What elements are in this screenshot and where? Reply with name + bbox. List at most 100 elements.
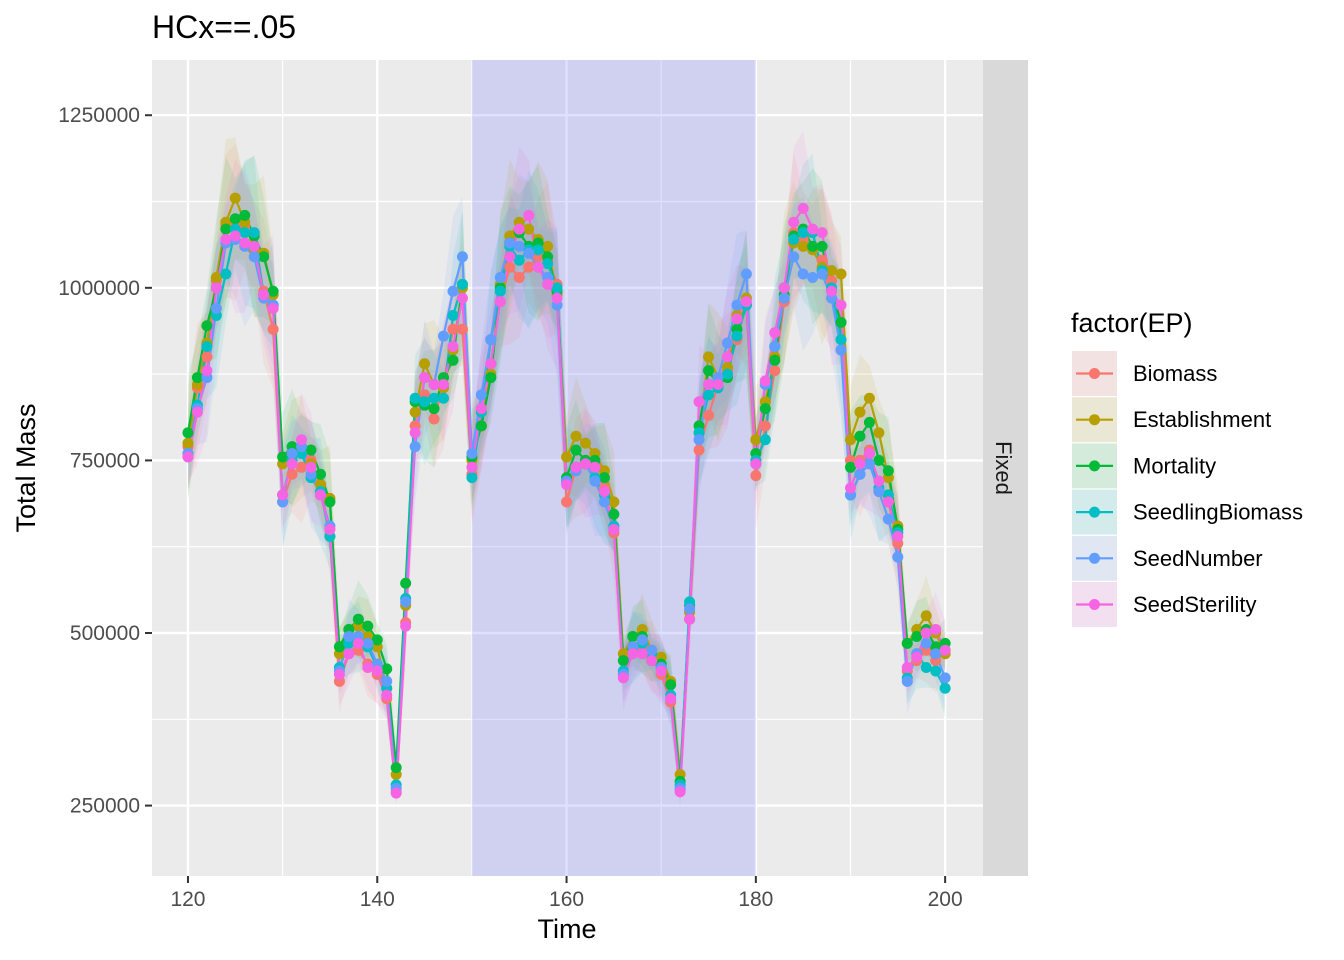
data-point-Mortality bbox=[371, 634, 383, 646]
data-point-SeedSterility bbox=[305, 461, 317, 473]
data-point-SeedNumber bbox=[684, 603, 696, 615]
data-point-SeedSterility bbox=[589, 461, 601, 473]
data-point-SeedNumber bbox=[854, 468, 866, 480]
data-point-SeedlingBiomass bbox=[721, 368, 733, 380]
chart-title: HCx==.05 bbox=[152, 9, 296, 45]
data-point-SeedNumber bbox=[475, 389, 487, 401]
data-point-SeedNumber bbox=[863, 458, 875, 470]
data-point-SeedSterility bbox=[466, 461, 478, 473]
data-point-Establishment bbox=[703, 351, 715, 363]
data-point-SeedSterility bbox=[258, 289, 270, 301]
data-point-SeedSterility bbox=[561, 479, 573, 491]
data-point-SeedSterility bbox=[684, 613, 696, 625]
data-point-SeedSterility bbox=[523, 209, 535, 221]
data-point-Establishment bbox=[579, 437, 591, 449]
data-point-Biomass bbox=[267, 323, 279, 335]
data-point-Mortality bbox=[854, 430, 866, 442]
data-point-Establishment bbox=[182, 437, 194, 449]
legend-label: Establishment bbox=[1133, 407, 1271, 432]
legend-key-point bbox=[1089, 368, 1100, 379]
data-point-Biomass bbox=[759, 420, 771, 432]
legend-keys: Biomass Establishment Mortality SeedlingBio… bbox=[1072, 351, 1303, 627]
data-point-SeedNumber bbox=[438, 330, 450, 342]
data-point-Biomass bbox=[296, 461, 308, 473]
data-point-SeedNumber bbox=[816, 268, 828, 280]
data-point-SeedSterility bbox=[504, 251, 516, 263]
data-point-SeedSterility bbox=[901, 662, 913, 674]
x-tick-label: 140 bbox=[360, 888, 395, 911]
data-point-SeedNumber bbox=[807, 271, 819, 283]
data-point-SeedSterility bbox=[333, 668, 345, 680]
y-tick-label: 500000 bbox=[70, 622, 140, 645]
data-point-Establishment bbox=[608, 496, 620, 508]
data-point-SeedSterility bbox=[267, 303, 279, 315]
data-point-SeedSterility bbox=[939, 644, 951, 656]
y-tick-label: 1000000 bbox=[58, 277, 140, 300]
data-point-SeedSterility bbox=[882, 496, 894, 508]
facet-label: Fixed bbox=[991, 441, 1016, 495]
data-point-SeedSterility bbox=[532, 261, 544, 273]
data-point-Mortality bbox=[428, 403, 440, 415]
data-point-SeedlingBiomass bbox=[456, 278, 468, 290]
data-point-Mortality bbox=[333, 641, 345, 653]
data-point-Establishment bbox=[561, 451, 573, 463]
data-point-SeedSterility bbox=[381, 689, 393, 701]
data-point-SeedSterility bbox=[863, 448, 875, 460]
data-point-SeedlingBiomass bbox=[835, 334, 847, 346]
data-point-SeedSterility bbox=[239, 237, 251, 249]
data-point-Mortality bbox=[844, 461, 856, 473]
x-axis-label: Time bbox=[538, 914, 597, 944]
legend-title: factor(EP) bbox=[1071, 308, 1193, 338]
data-point-Mortality bbox=[570, 444, 582, 456]
data-point-SeedNumber bbox=[362, 637, 374, 649]
data-point-Biomass bbox=[523, 261, 535, 273]
data-point-SeedNumber bbox=[504, 237, 516, 249]
data-point-Mortality bbox=[400, 577, 412, 589]
data-point-SeedSterility bbox=[665, 693, 677, 705]
data-point-SeedSterility bbox=[409, 427, 421, 439]
data-point-SeedSterility bbox=[229, 230, 241, 242]
y-tick-label: 750000 bbox=[70, 449, 140, 472]
data-point-SeedNumber bbox=[456, 251, 468, 263]
data-point-Biomass bbox=[504, 261, 516, 273]
data-point-Biomass bbox=[703, 410, 715, 422]
data-point-Mortality bbox=[485, 372, 497, 384]
data-point-SeedSterility bbox=[485, 358, 497, 370]
data-point-Mortality bbox=[816, 240, 828, 252]
data-point-SeedNumber bbox=[892, 551, 904, 563]
data-point-Establishment bbox=[210, 271, 222, 283]
data-point-SeedSterility bbox=[769, 327, 781, 339]
data-point-SeedNumber bbox=[769, 340, 781, 352]
data-point-SeedSterility bbox=[494, 296, 506, 308]
data-point-SeedlingBiomass bbox=[788, 233, 800, 245]
data-point-SeedNumber bbox=[882, 513, 894, 525]
data-point-SeedNumber bbox=[210, 303, 222, 315]
data-point-SeedSterility bbox=[703, 378, 715, 390]
data-point-SeedNumber bbox=[598, 496, 610, 508]
data-point-SeedSterility bbox=[277, 489, 289, 501]
data-point-Mortality bbox=[608, 508, 620, 520]
data-point-SeedNumber bbox=[400, 596, 412, 608]
data-point-SeedSterility bbox=[296, 434, 308, 446]
data-point-SeedSterility bbox=[892, 530, 904, 542]
data-point-Mortality bbox=[352, 613, 364, 625]
data-point-Biomass bbox=[201, 351, 213, 363]
data-point-SeedlingBiomass bbox=[542, 258, 554, 270]
data-point-SeedSterility bbox=[362, 662, 374, 674]
data-point-SeedSterility bbox=[248, 240, 260, 252]
data-point-SeedSterility bbox=[816, 227, 828, 239]
y-axis: 250000 500000 750000 1000000 1250000 bbox=[58, 104, 152, 818]
y-tick-label: 1250000 bbox=[58, 104, 140, 127]
data-point-SeedSterility bbox=[655, 665, 667, 677]
data-point-SeedSterility bbox=[797, 202, 809, 214]
data-point-Establishment bbox=[750, 434, 762, 446]
data-point-Establishment bbox=[844, 434, 856, 446]
data-point-Mortality bbox=[447, 354, 459, 366]
data-point-SeedlingBiomass bbox=[494, 285, 506, 297]
data-point-Mortality bbox=[665, 679, 677, 691]
data-point-Mortality bbox=[267, 285, 279, 297]
data-point-SeedNumber bbox=[901, 675, 913, 687]
data-point-SeedSterility bbox=[788, 216, 800, 228]
data-point-SeedSterility bbox=[598, 485, 610, 497]
data-point-SeedlingBiomass bbox=[731, 330, 743, 342]
